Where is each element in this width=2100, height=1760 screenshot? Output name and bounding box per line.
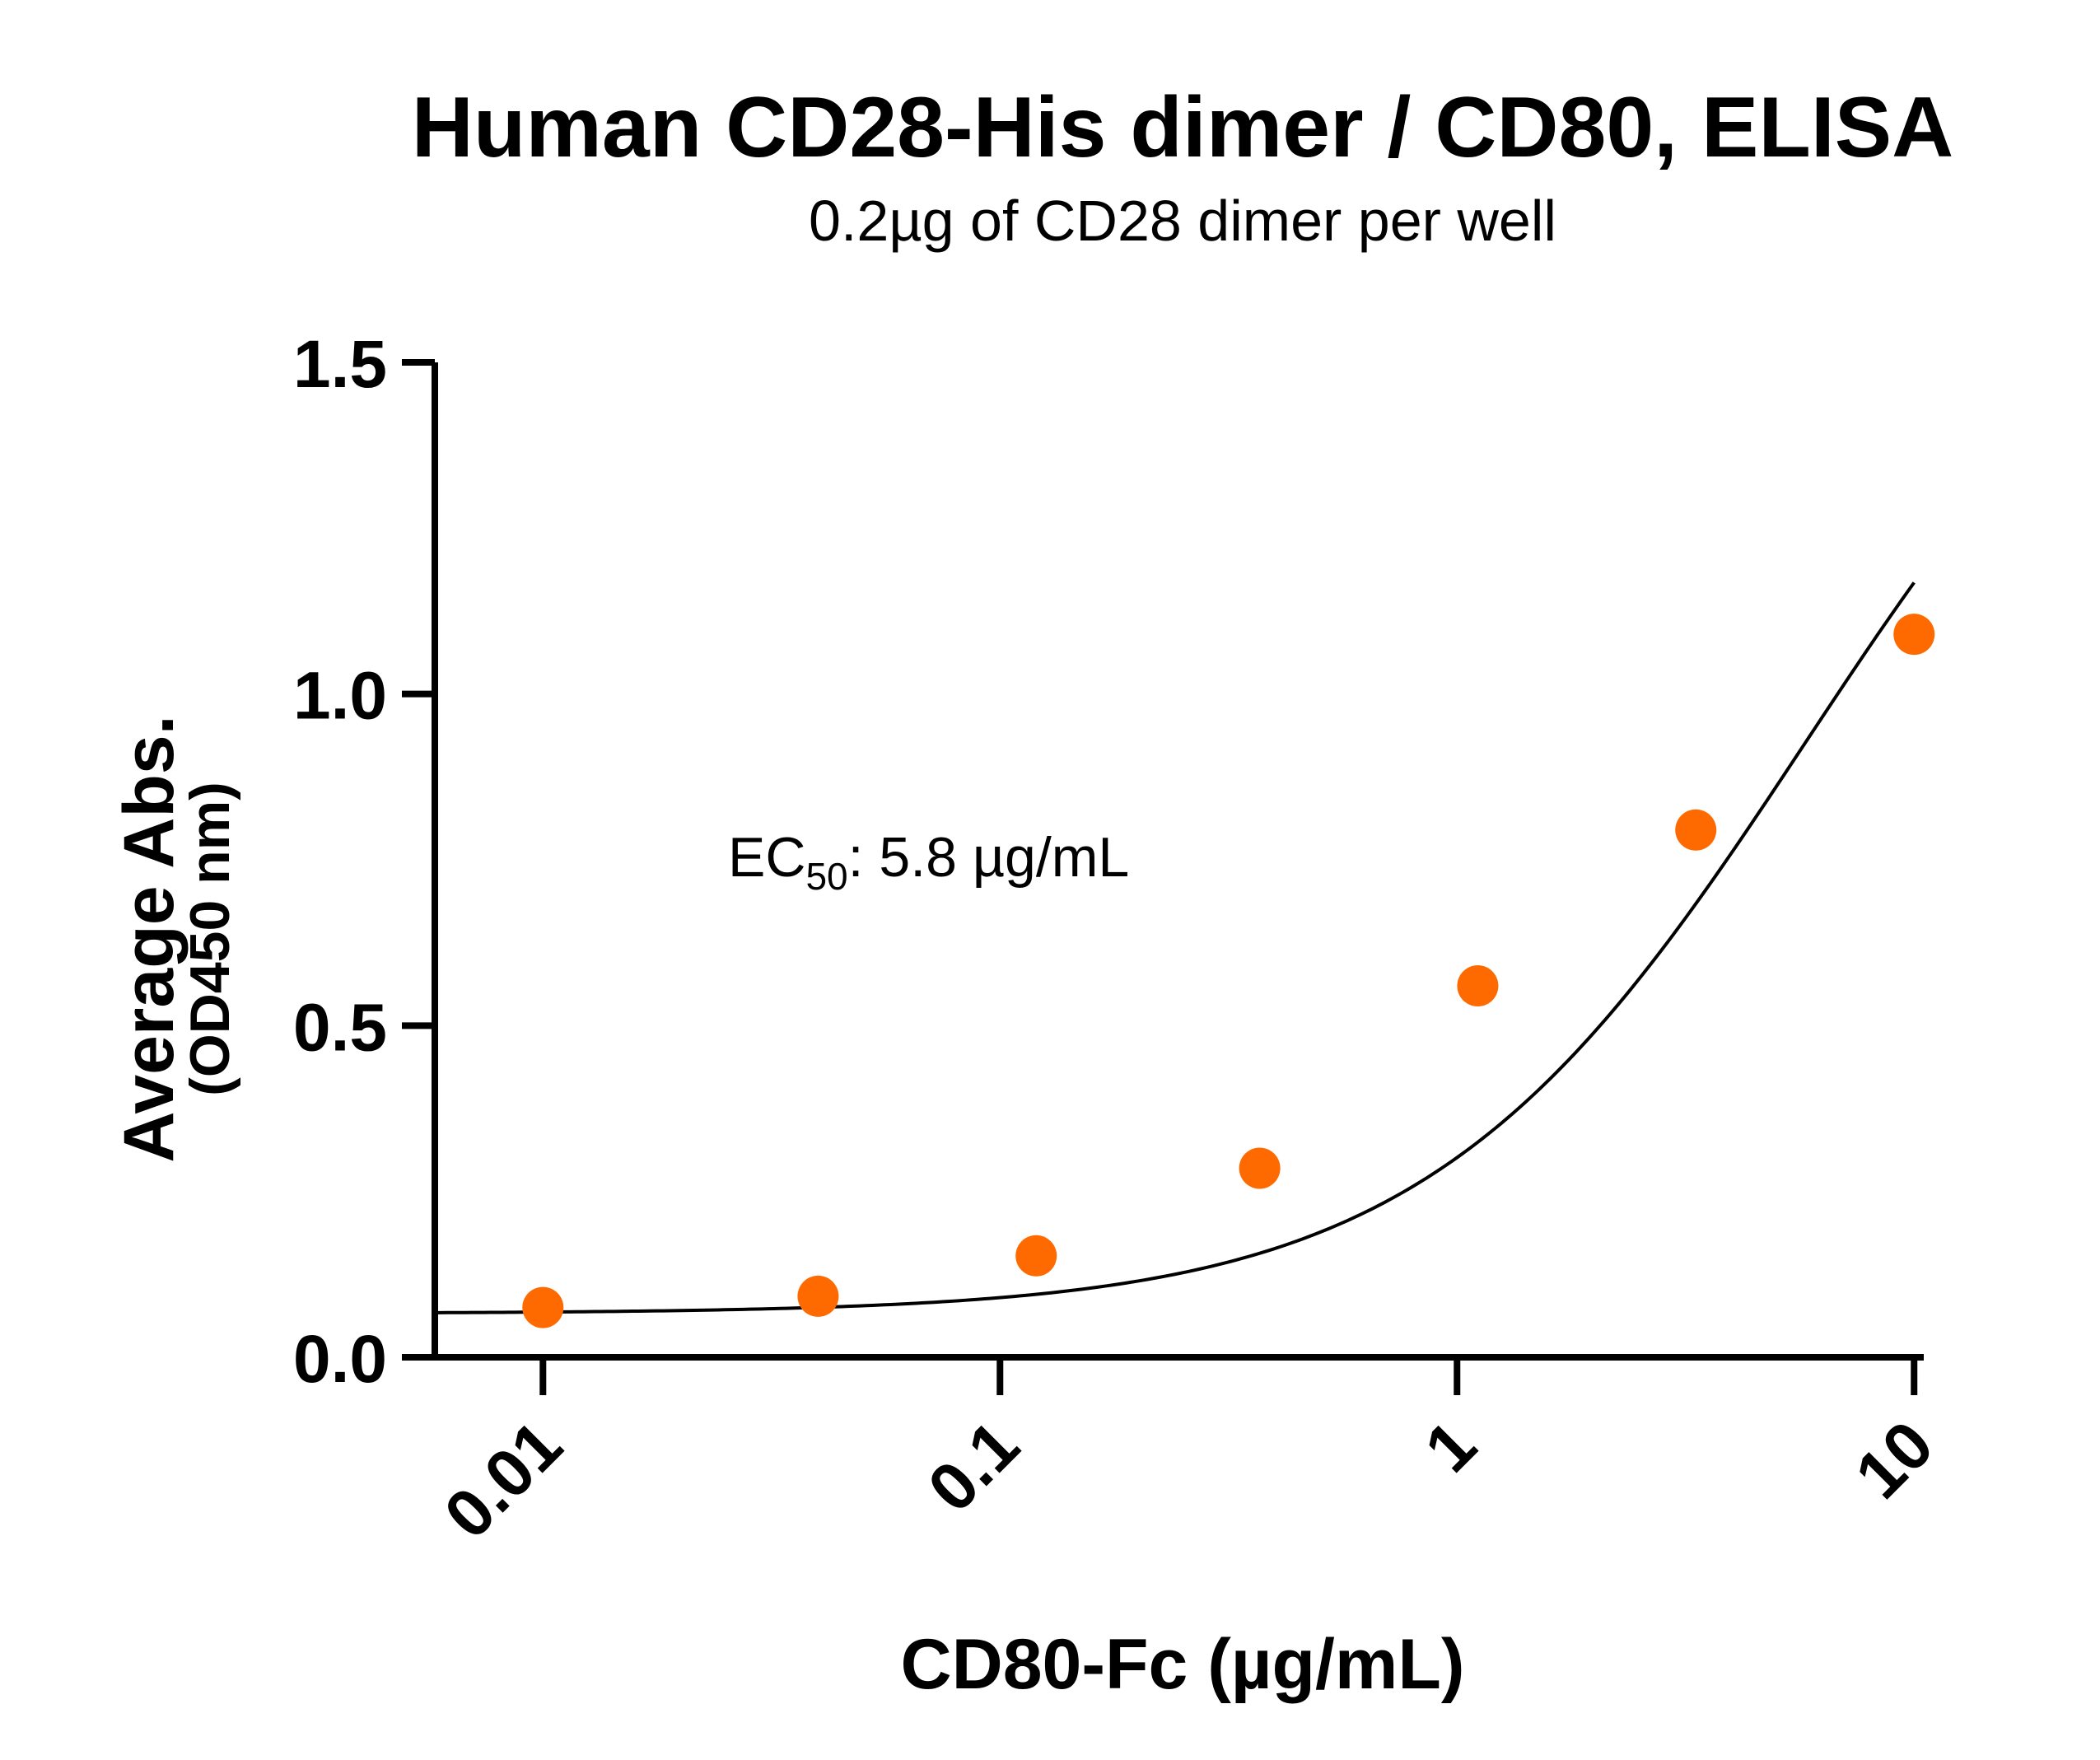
fit-curve <box>434 581 1916 1314</box>
x-tick-label: 0.1 <box>914 1407 1034 1526</box>
x-axis-label: CD80-Fc (µg/mL) <box>900 1625 1464 1704</box>
x-tick-label: 1 <box>1411 1407 1491 1487</box>
x-tick-label: 10 <box>1841 1407 1948 1513</box>
y-tick-label: 0.5 <box>293 990 387 1065</box>
plot-area: 0.0 0.5 1.0 1.5 0.01 0.1 1 10 <box>293 327 1948 1553</box>
y-axis-label: Average Abs. <box>110 715 189 1162</box>
data-point <box>1457 965 1499 1007</box>
ec50-annotation: EC50: 5.8 µg/mL <box>728 826 1129 898</box>
chart-title: Human CD28-His dimer / CD80, ELISA <box>412 80 1953 175</box>
y-tick-label: 1.5 <box>293 327 387 402</box>
data-point <box>1239 1147 1281 1189</box>
y-tick-label: 1.0 <box>293 659 387 734</box>
chart-subtitle: 0.2µg of CD28 dimer per well <box>809 189 1556 253</box>
data-point <box>797 1275 839 1317</box>
ec50-value: : 5.8 µg/mL <box>848 826 1130 889</box>
y-tick-label: 0.0 <box>293 1322 387 1397</box>
data-point <box>522 1286 564 1328</box>
y-axis-title: Average Abs. <box>110 715 189 1162</box>
x-tick-label: 0.01 <box>431 1407 576 1552</box>
y-axis-sublabel-group: (OD450 nm) <box>179 782 241 1096</box>
ec50-subscript: 50 <box>805 855 847 898</box>
data-point <box>1015 1235 1057 1277</box>
ec50-prefix: EC <box>728 826 805 889</box>
y-axis-sublabel: (OD450 nm) <box>179 782 241 1096</box>
data-point <box>1675 809 1717 851</box>
data-point <box>1893 614 1935 656</box>
